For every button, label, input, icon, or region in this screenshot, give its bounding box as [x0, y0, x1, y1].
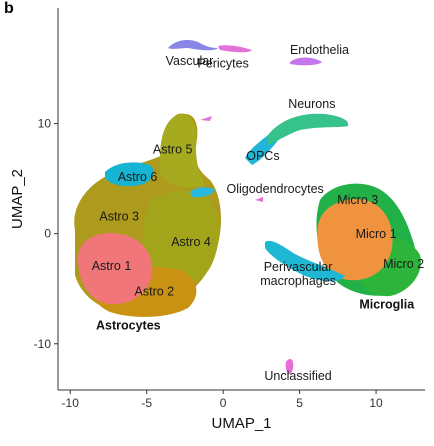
group-label-microglia: Microglia [359, 298, 415, 312]
cluster-vascular [168, 40, 218, 51]
x-tick-label: -5 [141, 396, 152, 410]
cluster-oligodendrocytes [190, 187, 215, 198]
cluster-label-endothelia: Endothelia [290, 43, 349, 57]
y-tick-label: 0 [44, 227, 51, 241]
cluster-endothelia [290, 57, 322, 66]
cluster-neurons [268, 113, 349, 145]
axes: -10 -5 0 5 10 -10 0 10 [34, 8, 425, 410]
group-label-astrocytes: Astrocytes [96, 318, 161, 332]
panel-letter: b [4, 0, 14, 17]
cluster-astro-4 [142, 190, 219, 290]
cluster-label-opcs: OPCs [246, 149, 279, 163]
cluster-label-astro-3: Astro 3 [99, 209, 139, 223]
cluster-label-micro-1: Micro 1 [356, 227, 397, 241]
y-ticks: -10 0 10 [34, 117, 58, 351]
cluster-speck [200, 116, 212, 121]
x-tick-label: 10 [369, 396, 383, 410]
cluster-label-astro-2: Astro 2 [135, 284, 175, 298]
cluster-label-vascular: Vascular [166, 54, 214, 68]
cluster-shapes [74, 40, 421, 374]
cluster-astro-5 [160, 113, 205, 188]
cluster-micro-1 [317, 199, 393, 281]
cluster-astro-1 [77, 233, 153, 305]
cluster-label-astro-6: Astro 6 [118, 170, 158, 184]
cluster-label-astro-1: Astro 1 [92, 259, 132, 273]
x-ticks: -10 -5 0 5 10 [62, 390, 383, 410]
x-axis-title: UMAP_1 [211, 415, 271, 432]
cluster-label-pericytes: Pericytes [197, 56, 248, 70]
cluster-label-oligodendrocytes: Oligodendrocytes [227, 182, 324, 196]
cluster-perivascular-macrophages [265, 240, 345, 282]
group-labels: Astrocytes Microglia [96, 298, 415, 333]
y-tick-label: 10 [38, 117, 52, 131]
cluster-label-line: Perivascular [264, 260, 333, 274]
cluster-label-astro-4: Astro 4 [171, 235, 211, 249]
cluster-label-micro-3: Micro 3 [337, 193, 378, 207]
cluster-label-neurons: Neurons [288, 97, 335, 111]
cluster-label-micro-2: Micro 2 [383, 257, 424, 271]
cluster-speck [255, 197, 263, 202]
cluster-label-line: macrophages [260, 274, 336, 288]
cluster-pericytes [218, 45, 252, 53]
cluster-label-unclassified: Unclassified [264, 369, 331, 383]
y-axis-title: UMAP_2 [9, 169, 26, 229]
x-tick-label: 0 [220, 396, 227, 410]
x-tick-label: 5 [296, 396, 303, 410]
cluster-label-astro-5: Astro 5 [153, 142, 193, 156]
y-tick-label: -10 [34, 337, 52, 351]
x-tick-label: -10 [62, 396, 80, 410]
cluster-label-perivascular-macrophages: Perivascular macrophages [260, 260, 336, 288]
cluster-unclassified [285, 359, 294, 374]
cluster-astro-6 [105, 162, 154, 187]
